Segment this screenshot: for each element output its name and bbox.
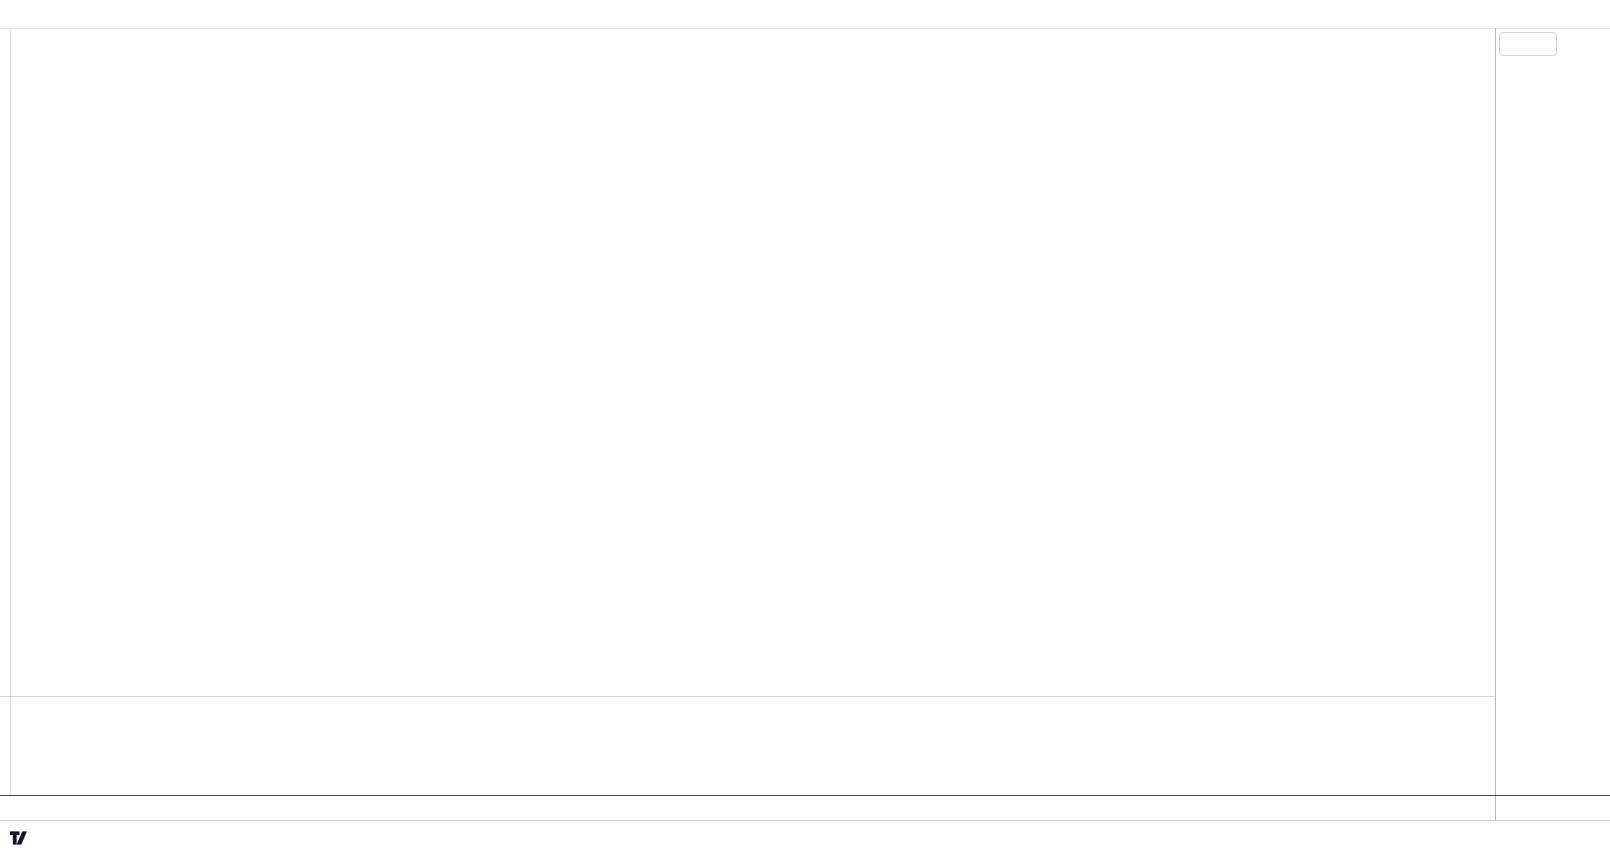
header-divider <box>0 28 1610 29</box>
time-axis-top-border <box>0 795 1610 796</box>
pane-separator[interactable] <box>0 696 1495 697</box>
sma-legend-row[interactable] <box>14 33 21 50</box>
sma-legend-row[interactable] <box>14 50 21 67</box>
time-axis-bottom-border <box>0 820 1610 821</box>
tradingview-logo-icon <box>10 830 27 849</box>
sma-legend <box>14 33 21 67</box>
currency-toggle-button[interactable] <box>1499 32 1557 56</box>
axis-border <box>1495 28 1496 820</box>
plot-left-border <box>10 28 11 795</box>
rsi-indicator-header[interactable] <box>16 698 22 712</box>
tradingview-logo[interactable] <box>10 830 33 849</box>
